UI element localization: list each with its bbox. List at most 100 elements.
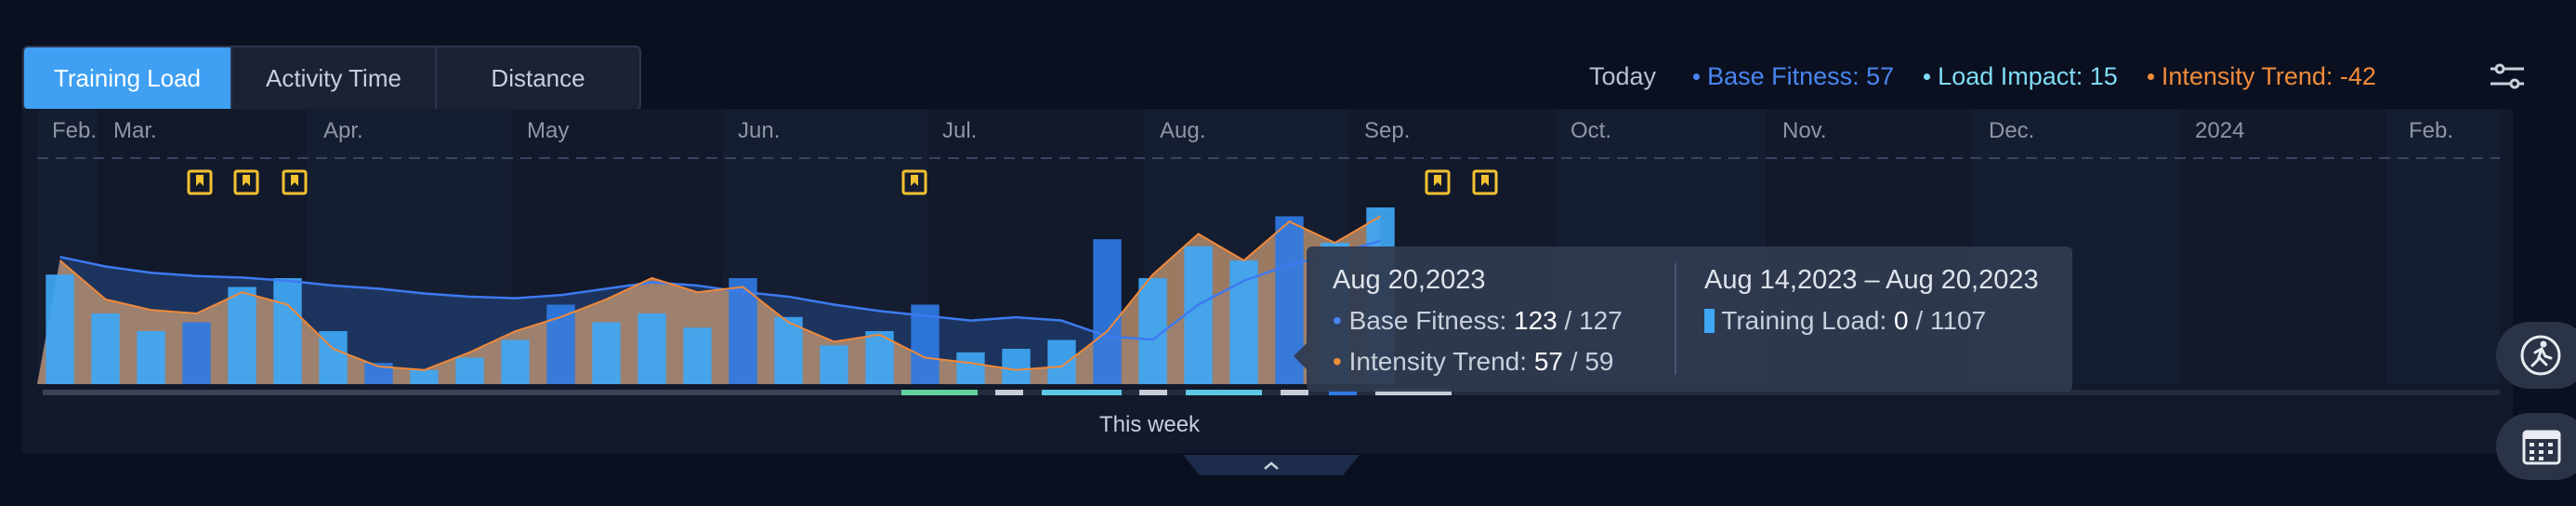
legend-dot-icon: [1693, 73, 1701, 80]
load-bar: [729, 278, 757, 384]
tooltip-intensity-label: Intensity Trend:: [1348, 347, 1528, 376]
tooltip-load-value: 0: [1894, 306, 1909, 335]
month-label: 2024: [2195, 118, 2245, 143]
tooltip-day-section: Aug 20,2023 • Base Fitness: 123 / 127 • …: [1333, 260, 1623, 382]
tooltip-date: Aug 20,2023: [1333, 265, 1486, 295]
tooltip-load-label: Training Load:: [1721, 306, 1887, 335]
month-label: Feb.: [52, 118, 98, 143]
timeline-segment: [995, 390, 1023, 395]
tooltip-base-row: • Base Fitness: 123 / 127: [1333, 306, 1623, 335]
load-bar: [1047, 340, 1076, 384]
month-label: Apr.: [323, 118, 363, 143]
tab-distance[interactable]: Distance: [435, 47, 639, 109]
load-bar: [410, 369, 439, 384]
bookmark-icon: [243, 175, 250, 186]
bookmark-icon: [1481, 175, 1489, 186]
load-swatch-icon: [1704, 309, 1715, 333]
legend-base-fitness: Base Fitness: 57: [1693, 62, 1894, 91]
hover-tooltip: Aug 20,2023 • Base Fitness: 123 / 127 • …: [1294, 246, 2072, 392]
intensity-trend-line: [59, 215, 1382, 371]
month-axis: Feb. Mar. Apr. May Jun. Jul. Aug. Sep. O…: [0, 118, 2576, 150]
month-label: Dec.: [1989, 118, 2035, 143]
load-bar: [1002, 349, 1031, 384]
bookmark-icon: [1434, 175, 1441, 186]
bookmark-icon: [233, 169, 259, 195]
load-bar: [137, 331, 165, 384]
load-bar: [273, 278, 302, 384]
filter-sliders-icon[interactable]: [2483, 58, 2530, 95]
intensity-area: [37, 216, 1381, 384]
load-bar: [1184, 246, 1213, 384]
month-label: May: [527, 118, 570, 143]
calendar-button[interactable]: [2496, 413, 2576, 480]
tooltip-base-value: 123: [1514, 306, 1557, 335]
tooltip-intensity-max: 59: [1584, 347, 1614, 376]
calendar-icon: [2522, 430, 2561, 465]
timeline-segment: [1042, 390, 1122, 395]
timeline-segment: [1375, 390, 1452, 395]
running-icon: [2520, 335, 2561, 376]
load-bar: [182, 322, 211, 384]
timeline-segment: [43, 390, 926, 395]
load-bar: [91, 313, 120, 384]
load-bar: [1229, 260, 1258, 384]
chart-legend: Today Base Fitness: 57 Load Impact: 15 I…: [1589, 56, 2397, 97]
bookmark-icon: [1425, 169, 1451, 195]
tooltip-week-section: Aug 14,2023 – Aug 20,2023 Training Load:…: [1704, 260, 2039, 341]
tooltip-intensity-value: 57: [1533, 347, 1563, 376]
load-bar: [1093, 239, 1122, 384]
tooltip-base-label: Base Fitness:: [1348, 306, 1507, 335]
expand-toggle[interactable]: [1183, 455, 1360, 475]
load-bar: [455, 357, 484, 384]
metric-tabs: Training Load Activity Time Distance: [22, 46, 641, 111]
legend-dot-icon: [2147, 73, 2154, 80]
tooltip-load-row: Training Load: 0 / 1107: [1704, 300, 2039, 341]
timeline-track: [43, 390, 2500, 395]
legend-label: Intensity Trend: -42: [2161, 61, 2376, 90]
timeline-segment: [901, 390, 978, 395]
month-label: Jun.: [738, 118, 781, 143]
bookmark-icon: [196, 175, 204, 186]
load-bar: [820, 345, 848, 384]
tooltip-divider: [1675, 263, 1676, 375]
this-week-label: This week: [1099, 412, 1201, 437]
load-bar: [592, 322, 621, 384]
bookmark-icon: [1472, 169, 1498, 195]
month-label: Mar.: [113, 118, 157, 143]
month-band: [2386, 109, 2500, 384]
bookmark-icon: [911, 175, 918, 186]
tooltip-load-max: 1107: [1929, 306, 1987, 335]
bookmark-icon: [291, 175, 298, 186]
timeline-segment: [1186, 390, 1262, 395]
timeline-segment: [1329, 390, 1357, 395]
legend-intensity-trend: Intensity Trend: -42: [2147, 61, 2376, 91]
month-label: Sep.: [1364, 118, 1411, 143]
load-bar: [637, 313, 666, 384]
month-label: Nov.: [1782, 118, 1827, 143]
tooltip-base-max: 127: [1579, 306, 1623, 335]
legend-label: Base Fitness: 57: [1707, 61, 1895, 90]
month-label: Jul.: [942, 118, 978, 143]
legend-load-impact: Load Impact: 15: [1924, 62, 2118, 91]
timeline-segment: [1281, 390, 1308, 395]
bookmark-icon: [187, 169, 213, 195]
tab-training-load[interactable]: Training Load: [24, 47, 230, 109]
month-label: Feb.: [2409, 118, 2454, 143]
load-bar: [774, 316, 803, 384]
bookmark-icon: [901, 169, 927, 195]
today-button[interactable]: Today: [1589, 61, 1657, 90]
load-bar: [501, 340, 530, 384]
activity-mode-button[interactable]: [2496, 322, 2576, 389]
tab-activity-time[interactable]: Activity Time: [230, 47, 435, 109]
tooltip-arrow: [1294, 343, 1307, 369]
tooltip-intensity-row: • Intensity Trend: 57 / 59: [1333, 347, 1614, 376]
timeline-segment: [1139, 390, 1167, 395]
chevron-up-icon: [1264, 461, 1279, 470]
bookmark-icon: [282, 169, 308, 195]
month-label: Aug.: [1160, 118, 1206, 143]
tooltip-range: Aug 14,2023 – Aug 20,2023: [1704, 265, 2039, 295]
legend-dot-icon: [1924, 73, 1931, 80]
load-bar: [956, 352, 985, 384]
load-bar: [364, 363, 393, 384]
